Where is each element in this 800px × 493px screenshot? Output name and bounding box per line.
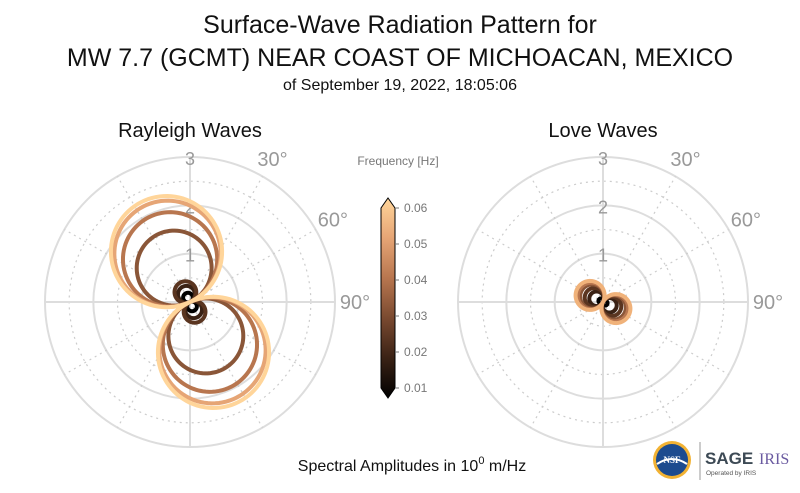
amplitude-label-prefix: Spectral Amplitudes in 10: [298, 458, 479, 475]
rayleigh-spoke-60: [189, 228, 316, 303]
rayleigh-r-tick-label: 1: [185, 246, 195, 266]
colorbar-tick-label: 0.01: [404, 381, 428, 395]
colorbar-tick-label: 0.06: [404, 201, 428, 215]
love-r-tick-label: 1: [598, 246, 608, 266]
rayleigh-spoke-240: [64, 301, 191, 376]
rayleigh-series-0.06: [108, 194, 272, 410]
colorbar-ticks: 0.06 0.05 0.04 0.03 0.02 0.01: [395, 201, 428, 395]
colorbar-tick-label: 0.05: [404, 237, 428, 251]
rayleigh-spoke-30: [189, 176, 264, 303]
rayleigh-spoke-330: [116, 176, 191, 303]
love-title: Love Waves: [548, 120, 657, 142]
amplitude-units-label: Spectral Amplitudes in 100 m/Hz: [298, 455, 526, 475]
rayleigh-spoke-120: [189, 301, 316, 376]
rayleigh-spoke-150: [189, 301, 264, 428]
love-spoke-30: [602, 176, 677, 303]
amplitude-label-suffix: m/Hz: [484, 458, 526, 475]
love-angle-label: 90°: [753, 292, 783, 314]
love-r-tick-label: 3: [598, 149, 608, 169]
colorbar-tick-label: 0.04: [404, 273, 428, 287]
operated-by-text: Operated by IRIS: [706, 470, 757, 477]
love-angle-label: 60°: [731, 210, 761, 232]
colorbar-tick-label: 0.02: [404, 345, 428, 359]
chart-subtitle: of September 19, 2022, 18:05:06: [283, 77, 517, 94]
sage-logo-text: SAGE: [705, 449, 753, 468]
logo-area: NSF SAGE IRIS Operated by IRIS: [648, 436, 798, 486]
rayleigh-angle-label: 90°: [340, 292, 370, 314]
love-series-0.06: [573, 278, 633, 326]
colorbar-label: Frequency [Hz]: [357, 154, 438, 168]
chart-title-line1: Surface-Wave Radiation Pattern for: [203, 11, 597, 39]
rayleigh-spoke-300: [64, 228, 191, 303]
rayleigh-spoke-210: [116, 301, 191, 428]
love-spoke-120: [602, 301, 729, 376]
love-spoke-300: [477, 228, 604, 303]
rayleigh-title: Rayleigh Waves: [118, 120, 262, 142]
colorbar-gradient: [380, 197, 396, 399]
logos-svg: NSF SAGE IRIS Operated by IRIS: [653, 441, 789, 480]
nsf-logo-text: NSF: [663, 455, 681, 465]
iris-logo-text: IRIS: [759, 451, 789, 468]
love-spoke-210: [529, 301, 604, 428]
colorbar-tick-label: 0.03: [404, 309, 428, 323]
rayleigh-angle-label: 60°: [318, 210, 348, 232]
chart-title-line2: MW 7.7 (GCMT) NEAR COAST OF MICHOACAN, M…: [67, 44, 733, 72]
love-spoke-60: [602, 228, 729, 303]
love-polar-plot: Love Waves 1 2 3 30° 60° 90°: [457, 120, 783, 448]
amplitude-label-exponent: 0: [478, 455, 484, 467]
love-r-tick-label: 2: [598, 197, 608, 217]
rayleigh-angle-label: 30°: [257, 149, 287, 171]
rayleigh-r-tick-label: 3: [185, 149, 195, 169]
love-spoke-240: [477, 301, 604, 376]
frequency-colorbar: Frequency [Hz] 0.06 0.05 0.04 0.03 0.02 0.01: [357, 154, 439, 399]
love-angle-label: 30°: [670, 149, 700, 171]
nsf-logo: NSF: [653, 441, 691, 479]
